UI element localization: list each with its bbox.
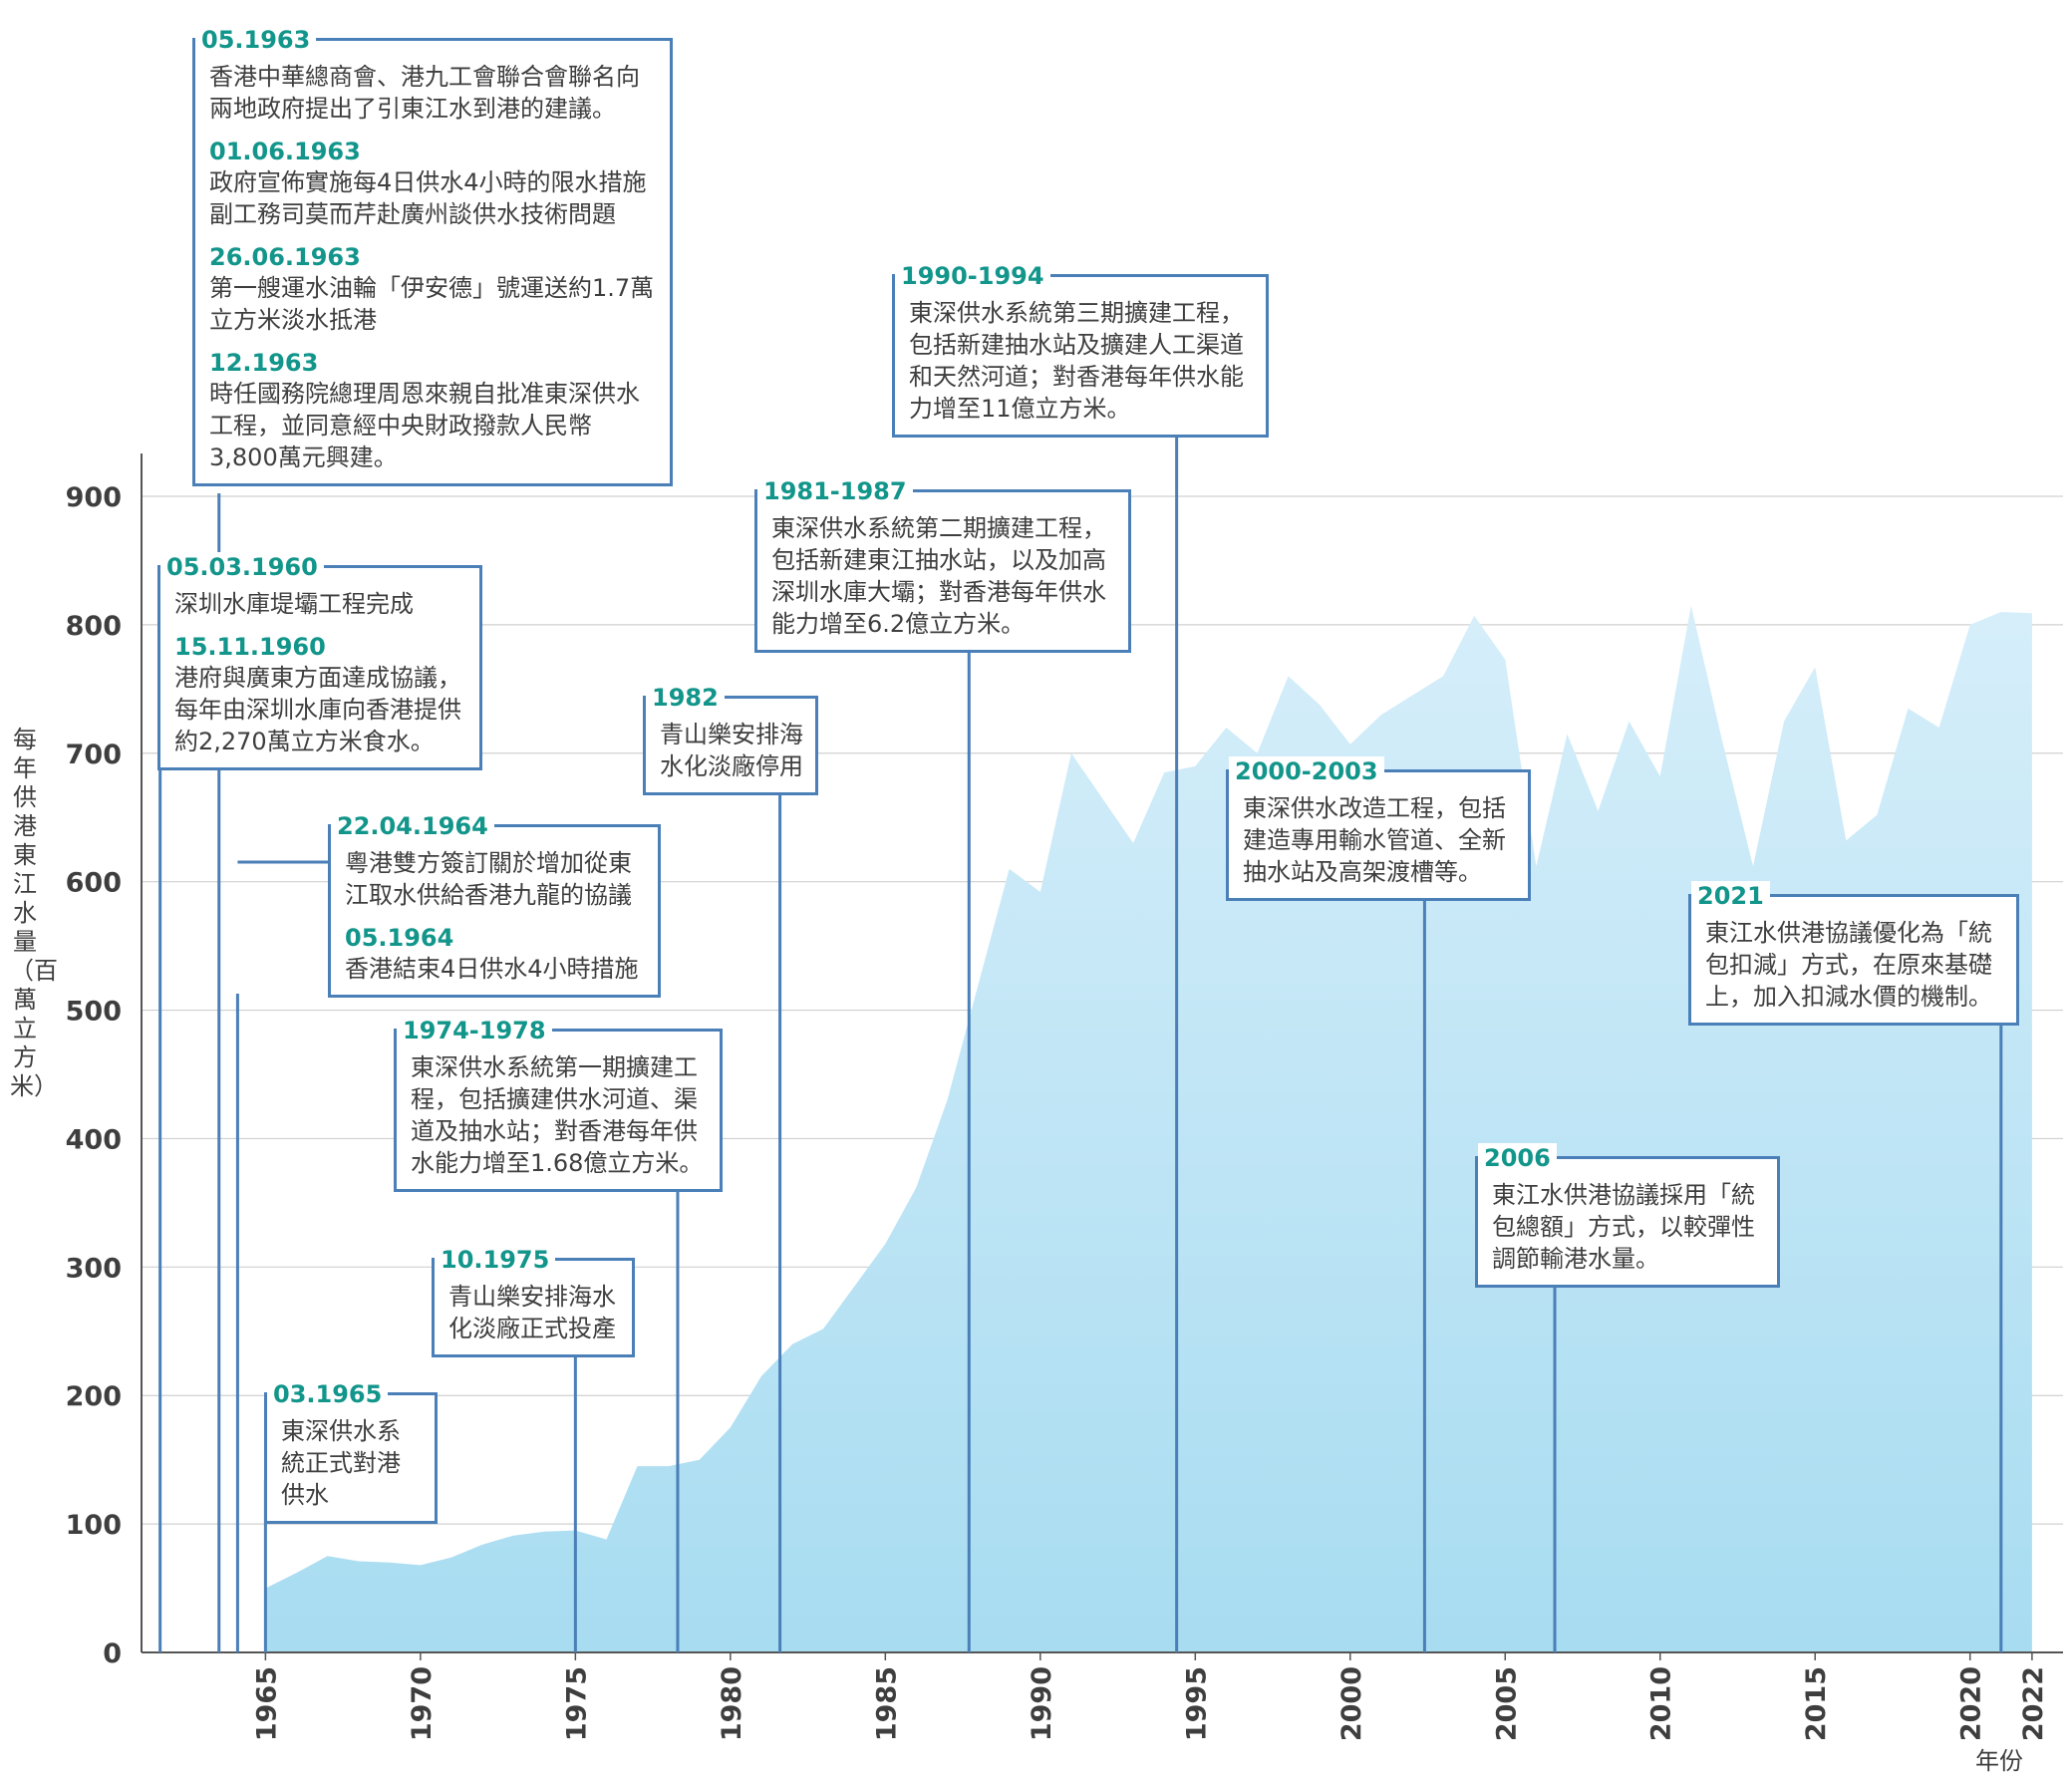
annotation-text: 深圳水庫堤壩工程完成 bbox=[174, 590, 414, 618]
annotation-date: 22.04.1964 bbox=[337, 812, 488, 840]
annotation-box-1963: 05.1963 香港中華總商會、港九工會聯合會聯名向兩地政府提出了引東江水到港的… bbox=[192, 25, 673, 486]
annotation-date: 01.06.1963 bbox=[209, 138, 361, 165]
x-tick-label: 2020 bbox=[1956, 1666, 1987, 1741]
x-tick-label: 1990 bbox=[1027, 1666, 1057, 1741]
annotation-text: 東深供水改造工程，包括建造專用輸水管道、全新抽水站及高架渡槽等。 bbox=[1243, 794, 1506, 886]
y-axis-label: 每年供港東江水量（百萬立方米） bbox=[10, 726, 58, 1100]
annotation-box-1981-1987: 1981-1987 東深供水系統第二期擴建工程，包括新建東江抽水站，以及加高深圳… bbox=[754, 476, 1131, 653]
annotation-date: 10.1975 bbox=[441, 1246, 550, 1274]
annotation-date: 2000-2003 bbox=[1235, 757, 1378, 785]
annotation-text: 青山樂安排海水化淡廠停用 bbox=[660, 721, 803, 780]
y-tick-label: 800 bbox=[66, 611, 122, 642]
annotation-text: 政府宣佈實施每4日供水4小時的限水措施副工務司莫而芹赴廣州談供水技術問題 bbox=[209, 168, 647, 228]
annotation-date: 1974-1978 bbox=[403, 1017, 546, 1044]
annotation-date: 1990-1994 bbox=[901, 262, 1044, 290]
annotation-text: 第一艘運水油輪「伊安德」號運送約1.7萬立方米淡水抵港 bbox=[209, 274, 655, 334]
y-tick-label: 200 bbox=[66, 1381, 122, 1412]
annotation-text: 東江水供港協議優化為「統包扣減」方式，在原來基礎上，加入扣減水價的機制。 bbox=[1705, 919, 1992, 1011]
annotation-box-2000-2003: 2000-2003 東深供水改造工程，包括建造專用輸水管道、全新抽水站及高架渡槽… bbox=[1226, 756, 1531, 901]
annotation-text: 東深供水系統正式對港供水 bbox=[281, 1417, 401, 1509]
annotation-box-2021: 2021 東江水供港協議優化為「統包扣減」方式，在原來基礎上，加入扣減水價的機制… bbox=[1688, 881, 2019, 1026]
y-tick-label: 500 bbox=[66, 997, 122, 1028]
annotation-text: 青山樂安排海水化淡廠正式投產 bbox=[448, 1283, 616, 1342]
x-axis-label: 年份 bbox=[1975, 1747, 2023, 1775]
annotation-text: 時任國務院總理周恩來親自批准東深供水工程，並同意經中央財政撥款人民幣3,800萬… bbox=[209, 380, 640, 471]
y-tick-label: 400 bbox=[66, 1124, 122, 1155]
x-tick-label: 1995 bbox=[1181, 1666, 1212, 1741]
annotation-date: 05.1963 bbox=[201, 26, 311, 54]
annotation-box-2006: 2006 東江水供港協議採用「統包總額」方式，以較彈性調節輸港水量。 bbox=[1475, 1143, 1780, 1288]
annotation-date: 05.03.1960 bbox=[166, 553, 318, 581]
annotation-date: 1982 bbox=[652, 684, 719, 712]
annotation-text: 東深供水系統第一期擴建工程，包括擴建供水河道、渠道及抽水站；對香港每年供水能力增… bbox=[411, 1053, 704, 1177]
x-tick-label: 2022 bbox=[2018, 1666, 2049, 1741]
annotation-text: 港府與廣東方面達成協議，每年由深圳水庫向香港提供約2,270萬立方米食水。 bbox=[174, 664, 461, 755]
x-tick-label: 2015 bbox=[1801, 1666, 1832, 1741]
annotation-box-1965: 03.1965 東深供水系統正式對港供水 bbox=[264, 1379, 438, 1524]
annotation-date: 2021 bbox=[1697, 882, 1764, 910]
annotation-date: 12.1963 bbox=[209, 349, 319, 377]
annotation-date: 2006 bbox=[1484, 1144, 1551, 1172]
y-tick-label: 0 bbox=[103, 1638, 122, 1669]
y-tick-label: 600 bbox=[66, 868, 122, 899]
y-tick-label: 700 bbox=[66, 740, 122, 770]
annotation-date: 05.1964 bbox=[345, 924, 454, 952]
annotation-box-1982: 1982 青山樂安排海水化淡廠停用 bbox=[643, 683, 818, 795]
x-tick-label: 1985 bbox=[871, 1666, 902, 1741]
y-tick-label: 900 bbox=[66, 482, 122, 513]
annotation-date: 26.06.1963 bbox=[209, 243, 361, 271]
annotation-text: 東江水供港協議採用「統包總額」方式，以較彈性調節輸港水量。 bbox=[1492, 1181, 1755, 1273]
x-tick-label: 2010 bbox=[1646, 1666, 1677, 1741]
annotation-text: 粵港雙方簽訂關於增加從東江取水供給香港九龍的協議 bbox=[345, 849, 632, 909]
annotation-box-1960: 05.03.1960 深圳水庫堤壩工程完成 15.11.1960 港府與廣東方面… bbox=[157, 552, 482, 770]
x-tick-label: 2000 bbox=[1336, 1666, 1367, 1741]
y-tick-label: 300 bbox=[66, 1253, 122, 1284]
annotation-text: 東深供水系統第三期擴建工程，包括新建抽水站及擴建人工渠道和天然河道；對香港每年供… bbox=[909, 299, 1244, 423]
annotation-date: 15.11.1960 bbox=[174, 633, 326, 661]
annotation-box-1974-1978: 1974-1978 東深供水系統第一期擴建工程，包括擴建供水河道、渠道及抽水站；… bbox=[394, 1016, 723, 1192]
annotation-box-1990-1994: 1990-1994 東深供水系統第三期擴建工程，包括新建抽水站及擴建人工渠道和天… bbox=[892, 261, 1269, 438]
annotation-text: 香港中華總商會、港九工會聯合會聯名向兩地政府提出了引東江水到港的建議。 bbox=[209, 63, 640, 123]
annotation-text: 香港結束4日供水4小時措施 bbox=[345, 955, 639, 983]
x-tick-label: 1970 bbox=[407, 1666, 438, 1741]
area-series bbox=[265, 605, 2032, 1652]
annotation-box-1964: 22.04.1964 粵港雙方簽訂關於增加從東江取水供給香港九龍的協議 05.1… bbox=[328, 811, 661, 998]
x-tick-label: 1975 bbox=[561, 1666, 592, 1741]
annotation-date: 03.1965 bbox=[273, 1380, 383, 1408]
x-tick-label: 1965 bbox=[251, 1666, 282, 1741]
y-tick-label: 100 bbox=[66, 1510, 122, 1541]
annotation-text: 東深供水系統第二期擴建工程，包括新建東江抽水站，以及加高深圳水庫大壩；對香港每年… bbox=[771, 514, 1106, 638]
x-tick-label: 1980 bbox=[717, 1666, 747, 1741]
x-tick-label: 2005 bbox=[1491, 1666, 1522, 1741]
annotation-date: 1981-1987 bbox=[763, 477, 907, 505]
annotation-box-1975: 10.1975 青山樂安排海水化淡廠正式投產 bbox=[432, 1245, 635, 1357]
